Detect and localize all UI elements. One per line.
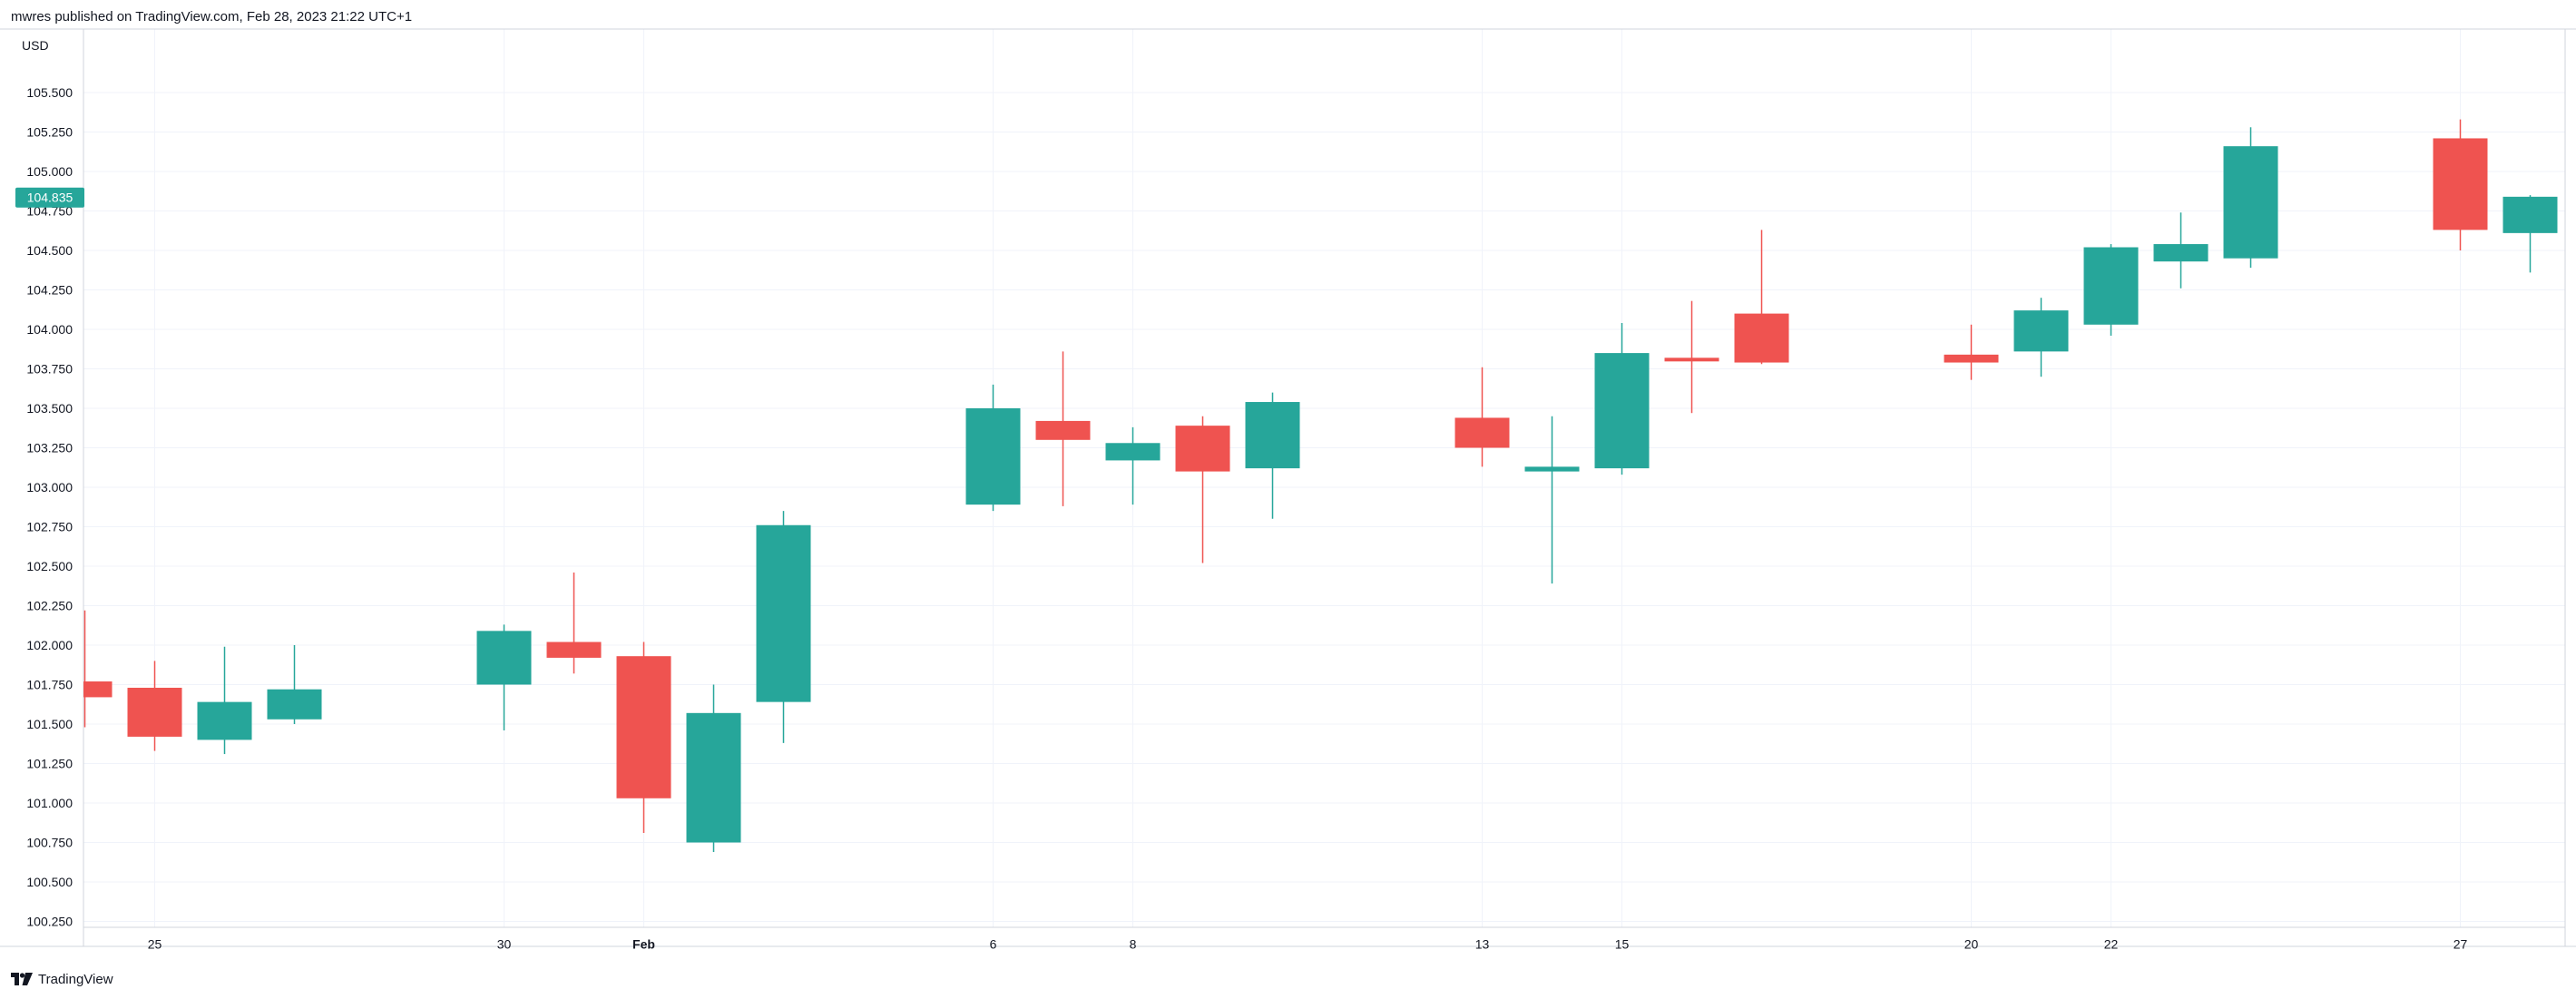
candle-down	[127, 661, 182, 751]
y-tick-label: 101.250	[26, 757, 73, 771]
candle-up	[1594, 323, 1650, 475]
candle-up	[1105, 426, 1161, 505]
candle-body	[1245, 402, 1300, 469]
axis-labels: USD 100.250 100.500 100.750 101.000 101.250 10…	[15, 38, 2468, 952]
axes	[0, 28, 2576, 947]
candle-up	[965, 384, 1021, 512]
candle-body	[476, 631, 532, 685]
x-tick-label: 22	[2104, 937, 2119, 952]
y-tick-label: 100.250	[26, 915, 73, 929]
x-tick-label: Feb	[632, 937, 655, 952]
candle-body	[965, 408, 1021, 505]
y-tick-label: 103.500	[26, 401, 73, 416]
candle-body	[197, 701, 252, 740]
candle-body	[2153, 244, 2209, 262]
y-tick-label: 105.500	[26, 85, 73, 100]
candle-body	[1175, 426, 1230, 472]
candle-up	[2013, 298, 2069, 377]
y-tick-label: 102.000	[26, 638, 73, 652]
y-tick-label: 100.750	[26, 836, 73, 850]
candle-body	[756, 524, 811, 702]
x-tick-label: 27	[2454, 937, 2468, 952]
candle-down	[1175, 416, 1230, 563]
candle-body	[267, 689, 322, 720]
y-tick-label: 102.250	[26, 599, 73, 613]
x-tick-label: 20	[1964, 937, 1979, 952]
candle-body	[1594, 353, 1650, 469]
x-tick-label: 6	[990, 937, 997, 952]
candle-body	[1105, 443, 1161, 461]
candle-down	[546, 572, 602, 674]
last-price-badge	[15, 187, 84, 208]
candle-body	[2083, 247, 2139, 325]
candle-up	[756, 511, 811, 743]
brand-name: TradingView	[38, 971, 113, 987]
candle-up	[2503, 195, 2558, 273]
y-tick-label: 105.250	[26, 125, 73, 140]
published-info: mwres published on TradingView.com, Feb …	[11, 9, 413, 24]
y-tick-label: 103.250	[26, 441, 73, 455]
y-tick-label: 103.750	[26, 362, 73, 377]
candle-up	[1245, 392, 1300, 519]
candle-down	[1944, 324, 1999, 380]
candle-body	[127, 687, 182, 737]
grid-lines	[83, 29, 2565, 927]
y-tick-label: 104.500	[26, 243, 73, 258]
candle-up	[1524, 416, 1580, 584]
x-tick-label: 13	[1475, 937, 1490, 952]
y-tick-label: 104.250	[26, 283, 73, 298]
candle-down	[1664, 300, 1719, 414]
tradingview-logo-icon	[11, 973, 33, 985]
candle-up	[476, 624, 532, 730]
candle-up	[686, 684, 741, 852]
currency-label: USD	[22, 38, 49, 53]
candle-up	[267, 645, 322, 724]
candle-body	[546, 642, 602, 658]
candle-body	[1944, 354, 1999, 363]
candle-body	[2433, 138, 2488, 230]
x-tick-label: 30	[497, 937, 512, 952]
candle-up	[2153, 212, 2209, 289]
candle-up	[2223, 127, 2278, 269]
candle-up	[197, 646, 252, 755]
y-tick-label: 105.000	[26, 164, 73, 179]
y-tick-label: 101.500	[26, 717, 73, 731]
x-tick-label: 25	[148, 937, 162, 952]
x-tick-label: 15	[1615, 937, 1630, 952]
candle-body	[616, 656, 671, 798]
y-tick-label: 102.750	[26, 520, 73, 534]
y-tick-label: 104.000	[26, 322, 73, 337]
footer-branding[interactable]: TradingView	[11, 970, 113, 988]
candle-body	[1524, 466, 1580, 472]
candle-body	[1664, 357, 1719, 362]
y-tick-label: 101.000	[26, 796, 73, 810]
x-tick-label: 8	[1130, 937, 1137, 952]
y-tick-label: 101.750	[26, 678, 73, 692]
candle-body	[83, 681, 113, 698]
candle-body	[1455, 417, 1510, 448]
candle-down	[83, 610, 113, 728]
y-tick-label: 100.500	[26, 875, 73, 889]
candle-down	[1035, 351, 1091, 506]
candle-body	[2223, 146, 2278, 259]
candles	[83, 119, 2558, 852]
candle-body	[1734, 313, 1789, 363]
candle-body	[2013, 310, 2069, 352]
candle-down	[616, 642, 671, 834]
y-tick-label: 102.500	[26, 559, 73, 573]
candle-down	[1455, 367, 1510, 467]
candle-down	[1734, 230, 1789, 365]
last-price-label: 104.835	[27, 191, 73, 205]
y-tick-label: 103.000	[26, 480, 73, 495]
candle-body	[2503, 196, 2558, 233]
candle-up	[2083, 244, 2139, 336]
candle-body	[686, 712, 741, 843]
candle-body	[1035, 420, 1091, 440]
candle-down	[2433, 119, 2488, 250]
